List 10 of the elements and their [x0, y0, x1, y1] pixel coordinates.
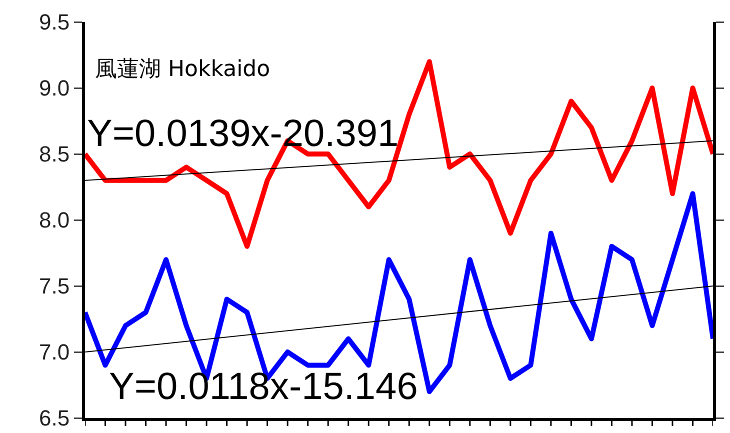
y-tick-label: 6.5	[39, 406, 70, 431]
y-tick-label: 8.5	[39, 142, 70, 167]
y-tick-label: 8.0	[39, 208, 70, 233]
y-tick-label: 7.5	[39, 274, 70, 299]
y-tick-label: 9.0	[39, 76, 70, 101]
text: 風蓮湖 Hokkaido	[95, 57, 270, 82]
y-tick-label: 7.0	[39, 340, 70, 365]
y-tick-label: 9.5	[39, 10, 70, 35]
annotation: Y=0.0118x-15.146	[109, 366, 418, 408]
annotation: Y=0.0139x-20.391	[87, 113, 399, 155]
